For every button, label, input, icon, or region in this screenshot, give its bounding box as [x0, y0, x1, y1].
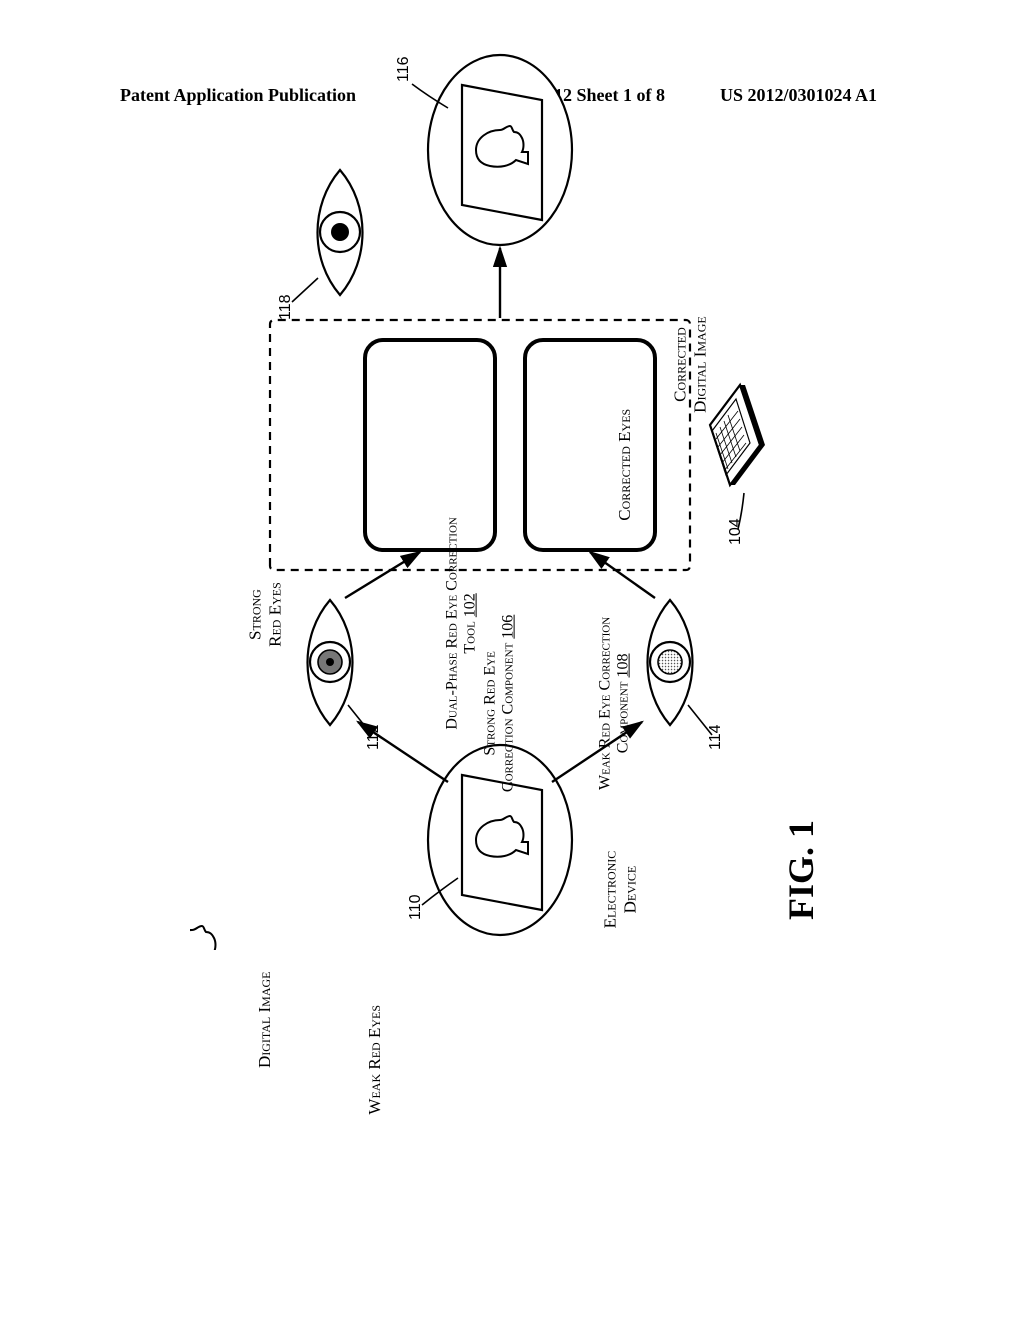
ref-weak-eyes: 114	[707, 724, 724, 750]
caption-electronic-device: Electronic Device	[600, 830, 639, 950]
caption-digital-image: Digital Image	[255, 965, 275, 1075]
caption-strong-red-eyes: Strong Red Eyes	[245, 575, 284, 655]
diagram-svg: 110 112 114	[190, 50, 830, 950]
ref-device: 104	[727, 518, 744, 545]
caption-corrected-eyes: Corrected Eyes	[615, 405, 635, 525]
strong-red-eyes-icon: 112	[308, 600, 383, 750]
caption-weak-component: Weak Red Eye Correction Component 108	[597, 613, 634, 793]
caption-tool-title: Dual-Phase Red Eye Correction Tool 102	[444, 513, 481, 733]
caption-corrected-digital-image: Corrected Digital Image	[670, 300, 709, 430]
ref-corrected-image: 116	[395, 56, 412, 82]
corrected-digital-image: 116	[395, 55, 572, 245]
weak-red-eyes-icon: 114	[648, 600, 725, 750]
caption-weak-red-eyes: Weak Red Eyes	[365, 1005, 385, 1115]
arrow-input-to-strong	[358, 722, 448, 782]
electronic-device-icon: 104	[710, 385, 765, 545]
ref-corrected-eyes: 118	[277, 294, 294, 320]
ref-digital-image: 110	[407, 894, 424, 920]
corrected-eyes-icon: 118	[277, 170, 363, 320]
caption-strong-component: Strong Red Eye Correction Component 106	[482, 613, 519, 793]
